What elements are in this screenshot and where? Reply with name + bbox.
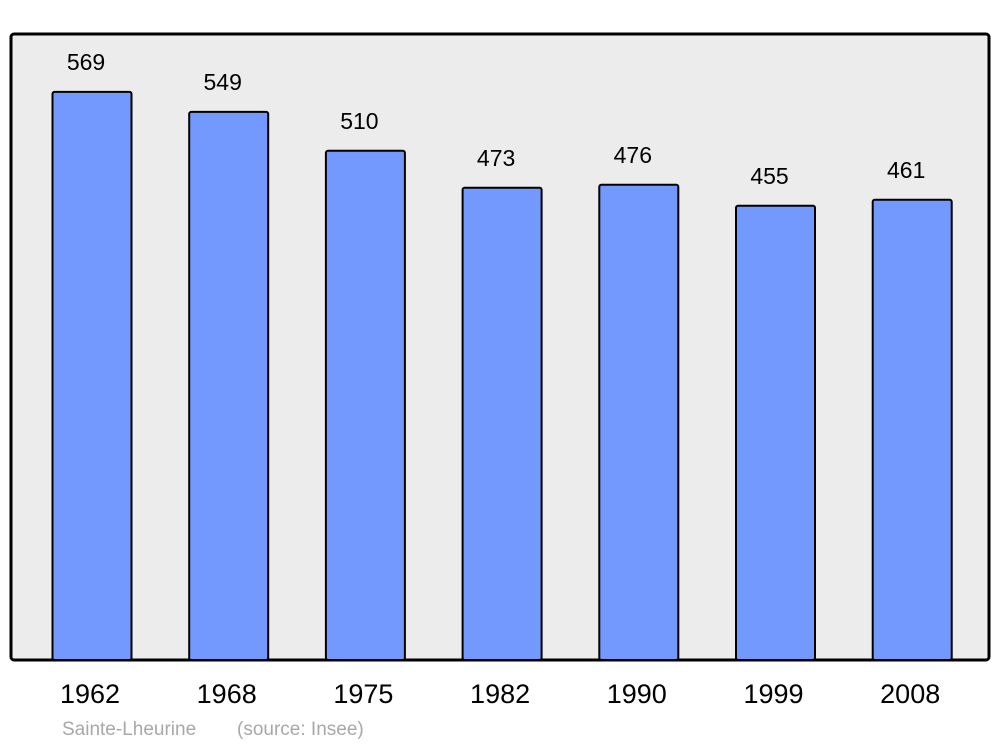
bar — [735, 204, 816, 661]
value-label: 473 — [477, 145, 515, 171]
x-tick-label: 1999 — [743, 679, 803, 709]
value-label: 455 — [750, 163, 788, 189]
value-label: 549 — [204, 69, 242, 95]
footer-place: Sainte-Lheurine — [62, 719, 196, 740]
bar — [324, 149, 406, 661]
value-label: 461 — [887, 157, 925, 183]
footer-source: (source: Insee) — [237, 719, 364, 740]
value-label: 569 — [67, 49, 105, 75]
x-tick-label: 1990 — [607, 679, 667, 709]
x-tick-label: 1975 — [333, 679, 393, 709]
bar — [51, 90, 133, 661]
bar — [598, 183, 680, 661]
x-tick-label: 2008 — [880, 679, 940, 709]
bar — [461, 186, 543, 662]
value-label: 510 — [340, 108, 378, 134]
x-tick-label: 1968 — [197, 679, 257, 709]
bar — [188, 110, 270, 661]
x-tick-label: 1962 — [60, 679, 120, 709]
value-label: 476 — [614, 142, 652, 168]
bar — [871, 198, 953, 661]
x-tick-label: 1982 — [470, 679, 530, 709]
